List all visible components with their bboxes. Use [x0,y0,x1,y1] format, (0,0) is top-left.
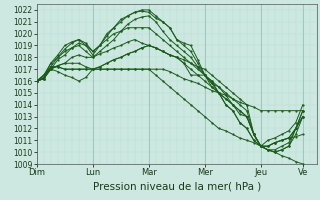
X-axis label: Pression niveau de la mer( hPa ): Pression niveau de la mer( hPa ) [93,181,261,191]
